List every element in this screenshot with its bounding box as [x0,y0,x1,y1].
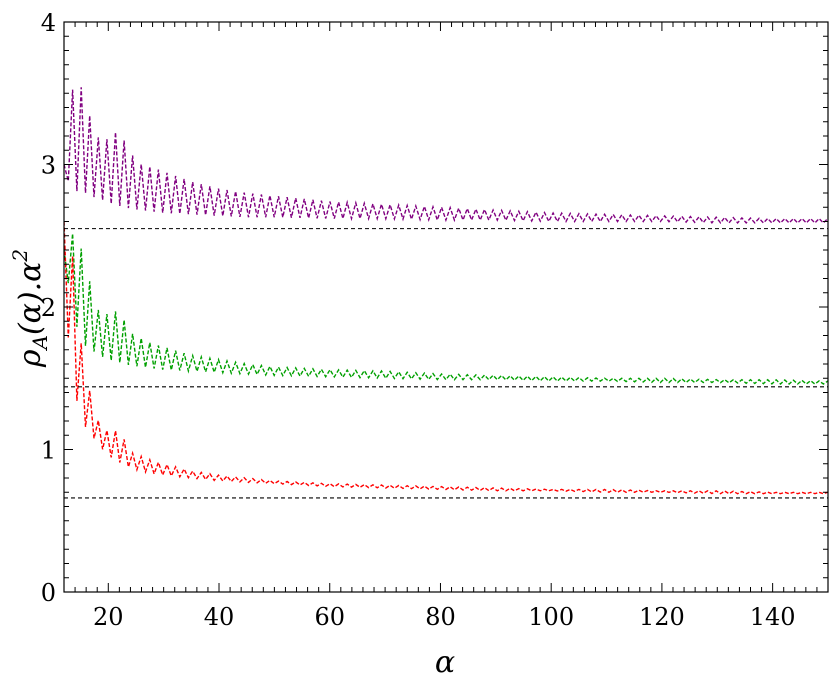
x-tick-label: 140 [750,603,796,631]
y-axis-label-mid: (α).α [13,262,48,335]
x-tick-label: 40 [204,603,235,631]
series-1-line [64,233,828,385]
plot-frame [63,21,829,593]
y-tick-label: 1 [41,437,56,465]
x-tick-label: 60 [314,603,345,631]
y-tick-label: 4 [41,9,56,37]
x-tick-label: 80 [425,603,456,631]
y-tick-label: 2 [41,294,56,322]
y-tick-label: 0 [41,579,56,607]
reference-lines [64,228,828,499]
tick-labels: 20 40 60 80 100 120 140 0 1 2 3 4 [41,9,796,631]
y-axis-label-base: ρ [13,349,48,368]
series-2-line [64,221,828,495]
y-axis-label-sub: A [28,335,52,351]
y-axis-label: ρA(α).α2 [8,249,52,368]
series-layer [64,87,828,495]
y-axis-label-sup: 2 [8,249,32,263]
series-0-line [64,87,828,225]
ticks [63,21,829,593]
y-tick-label: 3 [41,152,56,180]
x-tick-label: 120 [639,603,685,631]
x-tick-label: 20 [93,603,124,631]
x-tick-label: 100 [528,603,574,631]
x-axis-label: α [435,645,455,680]
